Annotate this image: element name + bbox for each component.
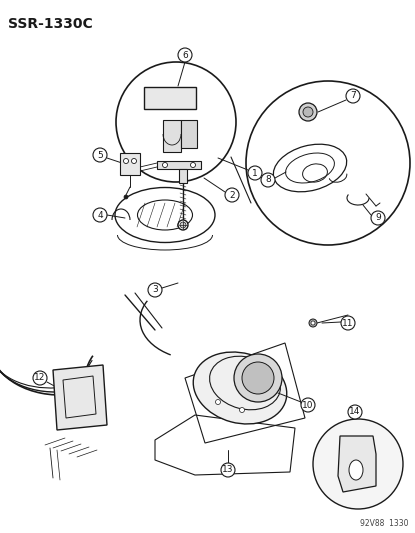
Text: 7: 7 — [350, 92, 356, 101]
Text: 12: 12 — [34, 374, 46, 383]
Text: 6: 6 — [182, 51, 188, 60]
FancyBboxPatch shape — [120, 153, 140, 175]
Text: 9: 9 — [375, 214, 381, 222]
Text: 8: 8 — [265, 175, 271, 184]
Circle shape — [178, 48, 192, 62]
Text: 10: 10 — [302, 400, 314, 409]
Circle shape — [225, 188, 239, 202]
Circle shape — [348, 405, 362, 419]
Ellipse shape — [349, 460, 363, 480]
Circle shape — [33, 371, 47, 385]
Text: 3: 3 — [152, 286, 158, 295]
Circle shape — [234, 354, 282, 402]
FancyBboxPatch shape — [179, 169, 187, 183]
Circle shape — [163, 163, 168, 167]
Circle shape — [313, 419, 403, 509]
Text: SSR-1330C: SSR-1330C — [8, 17, 93, 31]
Circle shape — [124, 158, 129, 164]
Text: 2: 2 — [229, 190, 235, 199]
Circle shape — [346, 89, 360, 103]
Circle shape — [248, 166, 262, 180]
Circle shape — [180, 222, 186, 228]
Text: 4: 4 — [97, 211, 103, 220]
Circle shape — [261, 173, 275, 187]
Circle shape — [93, 148, 107, 162]
Ellipse shape — [193, 352, 287, 424]
FancyBboxPatch shape — [144, 87, 196, 109]
Circle shape — [215, 400, 220, 405]
Circle shape — [299, 103, 317, 121]
Circle shape — [93, 208, 107, 222]
Text: 92V88  1330: 92V88 1330 — [359, 519, 408, 528]
Text: 5: 5 — [97, 150, 103, 159]
Circle shape — [239, 408, 244, 413]
Circle shape — [242, 362, 274, 394]
FancyBboxPatch shape — [163, 120, 181, 152]
Circle shape — [190, 163, 195, 167]
Circle shape — [303, 107, 313, 117]
Polygon shape — [53, 365, 107, 430]
Text: 11: 11 — [342, 319, 354, 327]
Circle shape — [148, 283, 162, 297]
Text: 1: 1 — [252, 168, 258, 177]
Circle shape — [311, 321, 315, 325]
Text: 13: 13 — [222, 465, 234, 474]
Text: 14: 14 — [349, 408, 361, 416]
Circle shape — [341, 316, 355, 330]
Circle shape — [132, 158, 137, 164]
FancyBboxPatch shape — [157, 161, 201, 169]
FancyBboxPatch shape — [181, 120, 197, 148]
Circle shape — [221, 463, 235, 477]
Circle shape — [371, 211, 385, 225]
Circle shape — [309, 319, 317, 327]
Circle shape — [301, 398, 315, 412]
Circle shape — [178, 220, 188, 230]
Circle shape — [124, 195, 128, 199]
Polygon shape — [338, 436, 376, 492]
